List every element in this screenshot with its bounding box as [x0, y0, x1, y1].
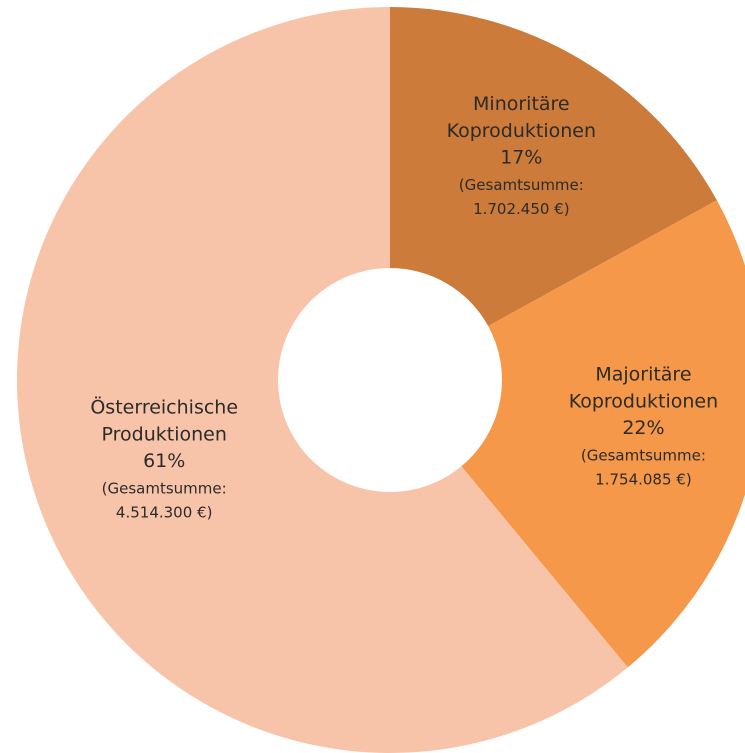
- annotation: (Gesamtsumme: 1.702.450 €): [459, 175, 584, 217]
- slice: [390, 7, 717, 327]
- slice-label: Minoritäre Koproduktionen: [447, 92, 596, 141]
- slice: [17, 7, 628, 753]
- slice-label: Österreichische Produktionen: [90, 395, 238, 445]
- slice-label: Majoritäre Koproduktionen: [569, 363, 718, 412]
- value-label: 61%: [143, 450, 185, 472]
- value-label: 17%: [500, 146, 542, 168]
- annotation: (Gesamtsumme: 4.514.300 €): [102, 479, 227, 521]
- annotation: (Gesamtsumme: 1.754.085 €): [581, 446, 706, 488]
- slice: [461, 200, 745, 668]
- value-label: 22%: [622, 417, 664, 439]
